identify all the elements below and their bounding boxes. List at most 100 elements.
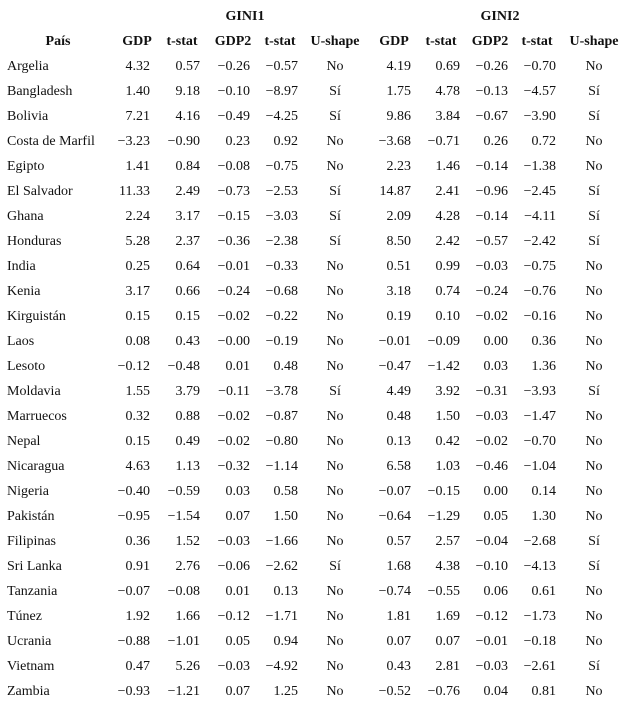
cell-value: Sí [588,534,600,549]
column-header: U-shape [569,34,619,49]
row-label: Nicaragua [7,459,65,474]
cell-value: No [585,509,603,524]
cell-value: 0.61 [531,584,557,599]
cell-value: 1.81 [386,609,412,624]
cell-value: −0.12 [117,359,150,374]
cell-value: 1.75 [386,84,412,99]
cell-value: 0.07 [435,634,461,649]
cell-value: No [585,609,603,624]
cell-value: −0.19 [265,334,298,349]
cell-value: 6.58 [386,459,412,474]
cell-value: −0.02 [217,434,250,449]
cell-value: 3.17 [125,284,151,299]
cell-value: −4.25 [265,109,298,124]
cell-value: 3.79 [175,384,201,399]
cell-value: −0.36 [217,234,250,249]
cell-value: 4.19 [386,59,412,74]
cell-value: 0.10 [435,309,461,324]
cell-value: −0.16 [523,309,556,324]
cell-value: 3.92 [435,384,461,399]
cell-value: −1.66 [265,534,298,549]
cell-value: −4.11 [524,209,556,224]
cell-value: 0.15 [175,309,201,324]
cell-value: No [585,484,603,499]
cell-value: No [585,159,603,174]
cell-value: 2.49 [175,184,201,199]
cell-value: 1.41 [125,159,151,174]
cell-value: −0.06 [217,559,250,574]
cell-value: −0.59 [167,484,200,499]
cell-value: 3.17 [175,209,201,224]
cell-value: −0.14 [475,209,508,224]
cell-value: −0.26 [217,59,250,74]
cell-value: −1.54 [167,509,200,524]
cell-value: −0.03 [217,659,250,674]
cell-value: −0.04 [475,534,508,549]
cell-value: 1.30 [531,509,557,524]
cell-value: No [585,409,603,424]
column-header: t-stat [521,34,553,49]
cell-value: 3.18 [386,284,412,299]
cell-value: 4.16 [175,109,201,124]
cell-value: −4.13 [523,559,556,574]
cell-value: −0.24 [475,284,508,299]
cell-value: −0.55 [427,584,460,599]
row-label: Túnez [7,609,42,624]
cell-value: −1.71 [265,609,298,624]
cell-value: −0.46 [475,459,508,474]
cell-value: 8.50 [386,234,412,249]
cell-value: −0.10 [475,559,508,574]
cell-value: Sí [329,209,341,224]
cell-value: No [326,509,344,524]
row-label: Pakistán [7,509,55,524]
cell-value: 0.92 [273,134,299,149]
cell-value: −0.87 [265,409,298,424]
cell-value: −2.42 [523,234,556,249]
cell-value: −4.92 [265,659,298,674]
cell-value: 0.05 [483,509,509,524]
cell-value: No [326,634,344,649]
cell-value: No [585,459,603,474]
cell-value: No [326,259,344,274]
cell-value: −1.73 [523,609,556,624]
cell-value: −1.29 [427,509,460,524]
cell-value: −0.15 [427,484,460,499]
cell-value: −0.14 [475,159,508,174]
cell-value: No [326,309,344,324]
row-label: Lesoto [7,359,46,374]
cell-value: 0.01 [225,359,251,374]
cell-value: 0.43 [175,334,201,349]
cell-value: −0.47 [378,359,411,374]
cell-value: −0.24 [217,284,250,299]
cell-value: −3.90 [523,109,556,124]
cell-value: 3.84 [435,109,461,124]
cell-value: 0.32 [125,409,151,424]
cell-value: No [326,609,344,624]
cell-value: −2.68 [523,534,556,549]
column-header: U-shape [310,34,360,49]
cell-value: 4.32 [125,59,151,74]
cell-value: 0.48 [386,409,412,424]
cell-value: −0.96 [475,184,508,199]
cell-value: −0.67 [475,109,508,124]
cell-value: No [585,359,603,374]
cell-value: No [585,334,603,349]
cell-value: Sí [588,184,600,199]
cell-value: 0.72 [531,134,557,149]
cell-value: −0.26 [475,59,508,74]
cell-value: 0.94 [273,634,299,649]
cell-value: 0.05 [225,634,251,649]
cell-value: 0.66 [175,284,201,299]
cell-value: 0.25 [125,259,151,274]
cell-value: −0.68 [265,284,298,299]
cell-value: −0.76 [523,284,556,299]
row-label: Tanzania [7,584,58,599]
cell-value: −0.01 [475,634,508,649]
cell-value: 0.08 [125,334,151,349]
cell-value: Sí [329,559,341,574]
cell-value: 1.69 [435,609,461,624]
cell-value: −0.02 [475,434,508,449]
cell-value: −0.73 [217,184,250,199]
cell-value: −0.93 [117,684,150,699]
cell-value: No [585,134,603,149]
